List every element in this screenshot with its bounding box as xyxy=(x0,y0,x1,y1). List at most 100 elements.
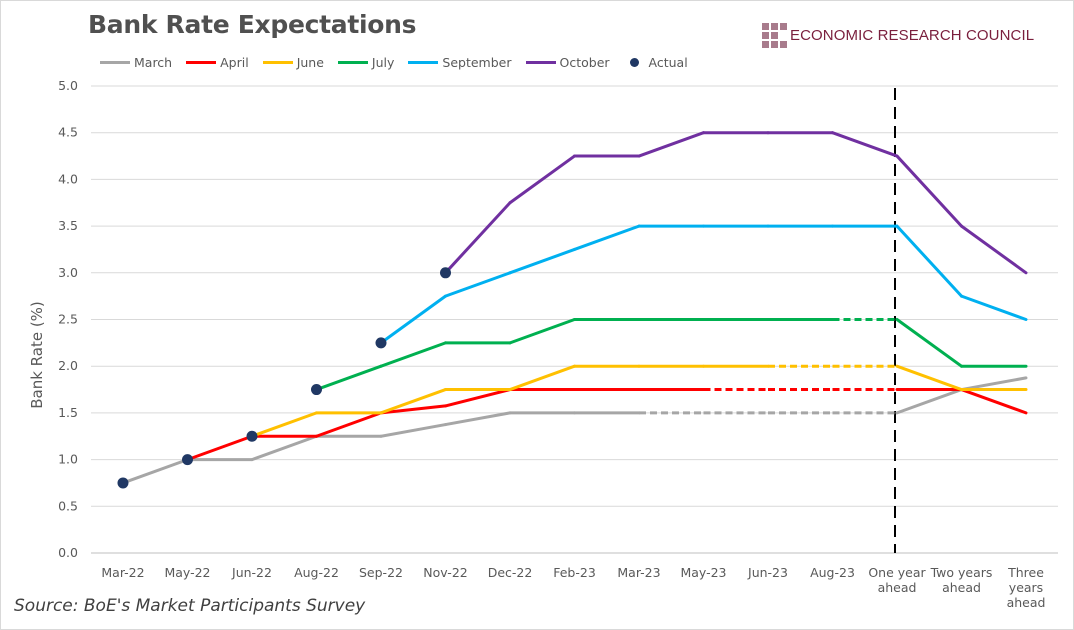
series-segment-september xyxy=(444,271,512,298)
series-segment-march xyxy=(960,376,1028,392)
actual-rate-point xyxy=(311,384,322,396)
x-tick-label-line: Mar-23 xyxy=(617,565,660,580)
legend-item-october: October xyxy=(525,55,610,70)
legend-line-swatch xyxy=(408,61,439,64)
x-tick-label: Jun-23 xyxy=(747,565,788,580)
series-segment-june xyxy=(250,411,318,438)
x-tick-label-line: years xyxy=(1009,580,1043,595)
series-segment-september xyxy=(960,294,1028,321)
legend-label: June xyxy=(296,55,324,70)
x-tick-label-line: Three xyxy=(1007,565,1044,580)
series-segment-april xyxy=(444,388,512,408)
legend: March April June July September October Actual xyxy=(100,55,702,70)
actual-rate-point xyxy=(246,430,258,442)
legend-line-swatch xyxy=(186,61,217,64)
series-segment-september xyxy=(379,294,447,345)
series-segment-april xyxy=(186,434,254,462)
x-tick-label: Aug-22 xyxy=(294,565,339,580)
x-tick-label-line: Nov-22 xyxy=(423,565,467,580)
chart-title: Bank Rate Expectations xyxy=(88,10,417,39)
series-segment-june xyxy=(895,364,963,392)
x-tick-label-line: ahead xyxy=(942,580,981,595)
x-tick-label: One year ahead xyxy=(868,565,926,595)
series-segment-july xyxy=(379,341,447,368)
x-tick-label-line: Mar-22 xyxy=(101,565,144,580)
logo-text: ECONOMIC RESEARCH COUNCIL xyxy=(790,27,1035,44)
x-tick-label: Jun-22 xyxy=(231,565,272,580)
series-segment-october xyxy=(960,224,1028,275)
actual-rate-point xyxy=(375,337,387,349)
x-tick-label-line: One year xyxy=(868,565,926,580)
x-tick-label-line: Jun-22 xyxy=(231,565,272,580)
series-segment-march xyxy=(379,423,447,438)
series-segment-march xyxy=(250,434,318,462)
y-axis-label: Bank Rate (%) xyxy=(28,301,46,409)
x-tick-label: Nov-22 xyxy=(423,565,467,580)
actual-rate-point xyxy=(440,267,451,279)
legend-item-july: July xyxy=(337,55,395,70)
legend-label: October xyxy=(559,55,610,70)
y-tick-label: 1.0 xyxy=(58,452,78,467)
legend-line-swatch xyxy=(262,61,293,64)
series-segment-july xyxy=(315,364,383,392)
x-tick-label: Sep-22 xyxy=(359,565,403,580)
x-tick-label: Feb-23 xyxy=(553,565,596,580)
legend-label: July xyxy=(371,55,395,70)
series-segment-july xyxy=(508,318,576,345)
y-tick-label: 2.5 xyxy=(58,312,78,327)
series-segment-september xyxy=(508,247,576,275)
series-segment-april xyxy=(315,411,383,438)
x-tick-label-line: May-22 xyxy=(164,565,210,580)
y-tick-label: 0.5 xyxy=(58,498,78,513)
y-tick-label: 2.0 xyxy=(58,358,78,373)
legend-label: April xyxy=(220,55,249,70)
legend-label: September xyxy=(442,55,512,70)
y-tick-label: 4.5 xyxy=(58,125,78,140)
legend-item-actual: Actual xyxy=(624,55,688,70)
series-segment-september xyxy=(895,224,963,298)
series-segment-april xyxy=(379,404,447,415)
series-segment-june xyxy=(379,388,447,415)
y-tick-label: 4.0 xyxy=(58,171,78,186)
y-tick-label: 3.0 xyxy=(58,265,78,280)
series-segment-september xyxy=(573,224,641,251)
legend-item-september: September xyxy=(408,55,512,70)
x-tick-label-line: ahead xyxy=(1007,595,1046,610)
series-segment-march xyxy=(121,458,189,485)
series-segment-april xyxy=(960,388,1028,415)
x-tick-label: Two years ahead xyxy=(930,565,993,595)
legend-line-swatch xyxy=(525,61,556,64)
x-tick-label-line: Dec-22 xyxy=(488,565,533,580)
x-tick-label-line: ahead xyxy=(878,580,917,595)
series-segment-october xyxy=(895,154,963,228)
logo-grid-icon xyxy=(762,23,787,48)
legend-line-swatch xyxy=(337,61,368,64)
x-tick-label: Dec-22 xyxy=(488,565,533,580)
series-segment-june xyxy=(508,364,576,392)
x-tick-label: Mar-22 xyxy=(101,565,144,580)
series-segment-march xyxy=(895,388,963,415)
legend-label: March xyxy=(134,55,173,70)
x-tick-label: May-23 xyxy=(680,565,726,580)
x-tick-label-line: Feb-23 xyxy=(553,565,596,580)
y-tick-label: 1.5 xyxy=(58,405,78,420)
actual-rate-point xyxy=(117,477,129,489)
x-tick-label-line: Aug-22 xyxy=(294,565,339,580)
series-segment-july xyxy=(895,318,963,368)
x-tick-label: Aug-23 xyxy=(810,565,855,580)
legend-item-april: April xyxy=(186,55,249,70)
legend-label: Actual xyxy=(648,55,688,70)
actual-rate-point xyxy=(182,454,193,466)
series-segment-october xyxy=(444,201,512,275)
x-tick-label-line: Sep-22 xyxy=(359,565,403,580)
series-segment-october xyxy=(637,131,705,158)
y-tick-label: 0.0 xyxy=(58,545,78,560)
legend-line-swatch xyxy=(100,61,130,64)
x-tick-label-line: Aug-23 xyxy=(810,565,855,580)
y-tick-label: 3.5 xyxy=(58,218,78,233)
x-tick-label-line: May-23 xyxy=(680,565,726,580)
series-segment-march xyxy=(444,411,512,427)
legend-item-june: June xyxy=(262,55,324,70)
x-tick-label: Three years ahead xyxy=(1007,565,1046,610)
